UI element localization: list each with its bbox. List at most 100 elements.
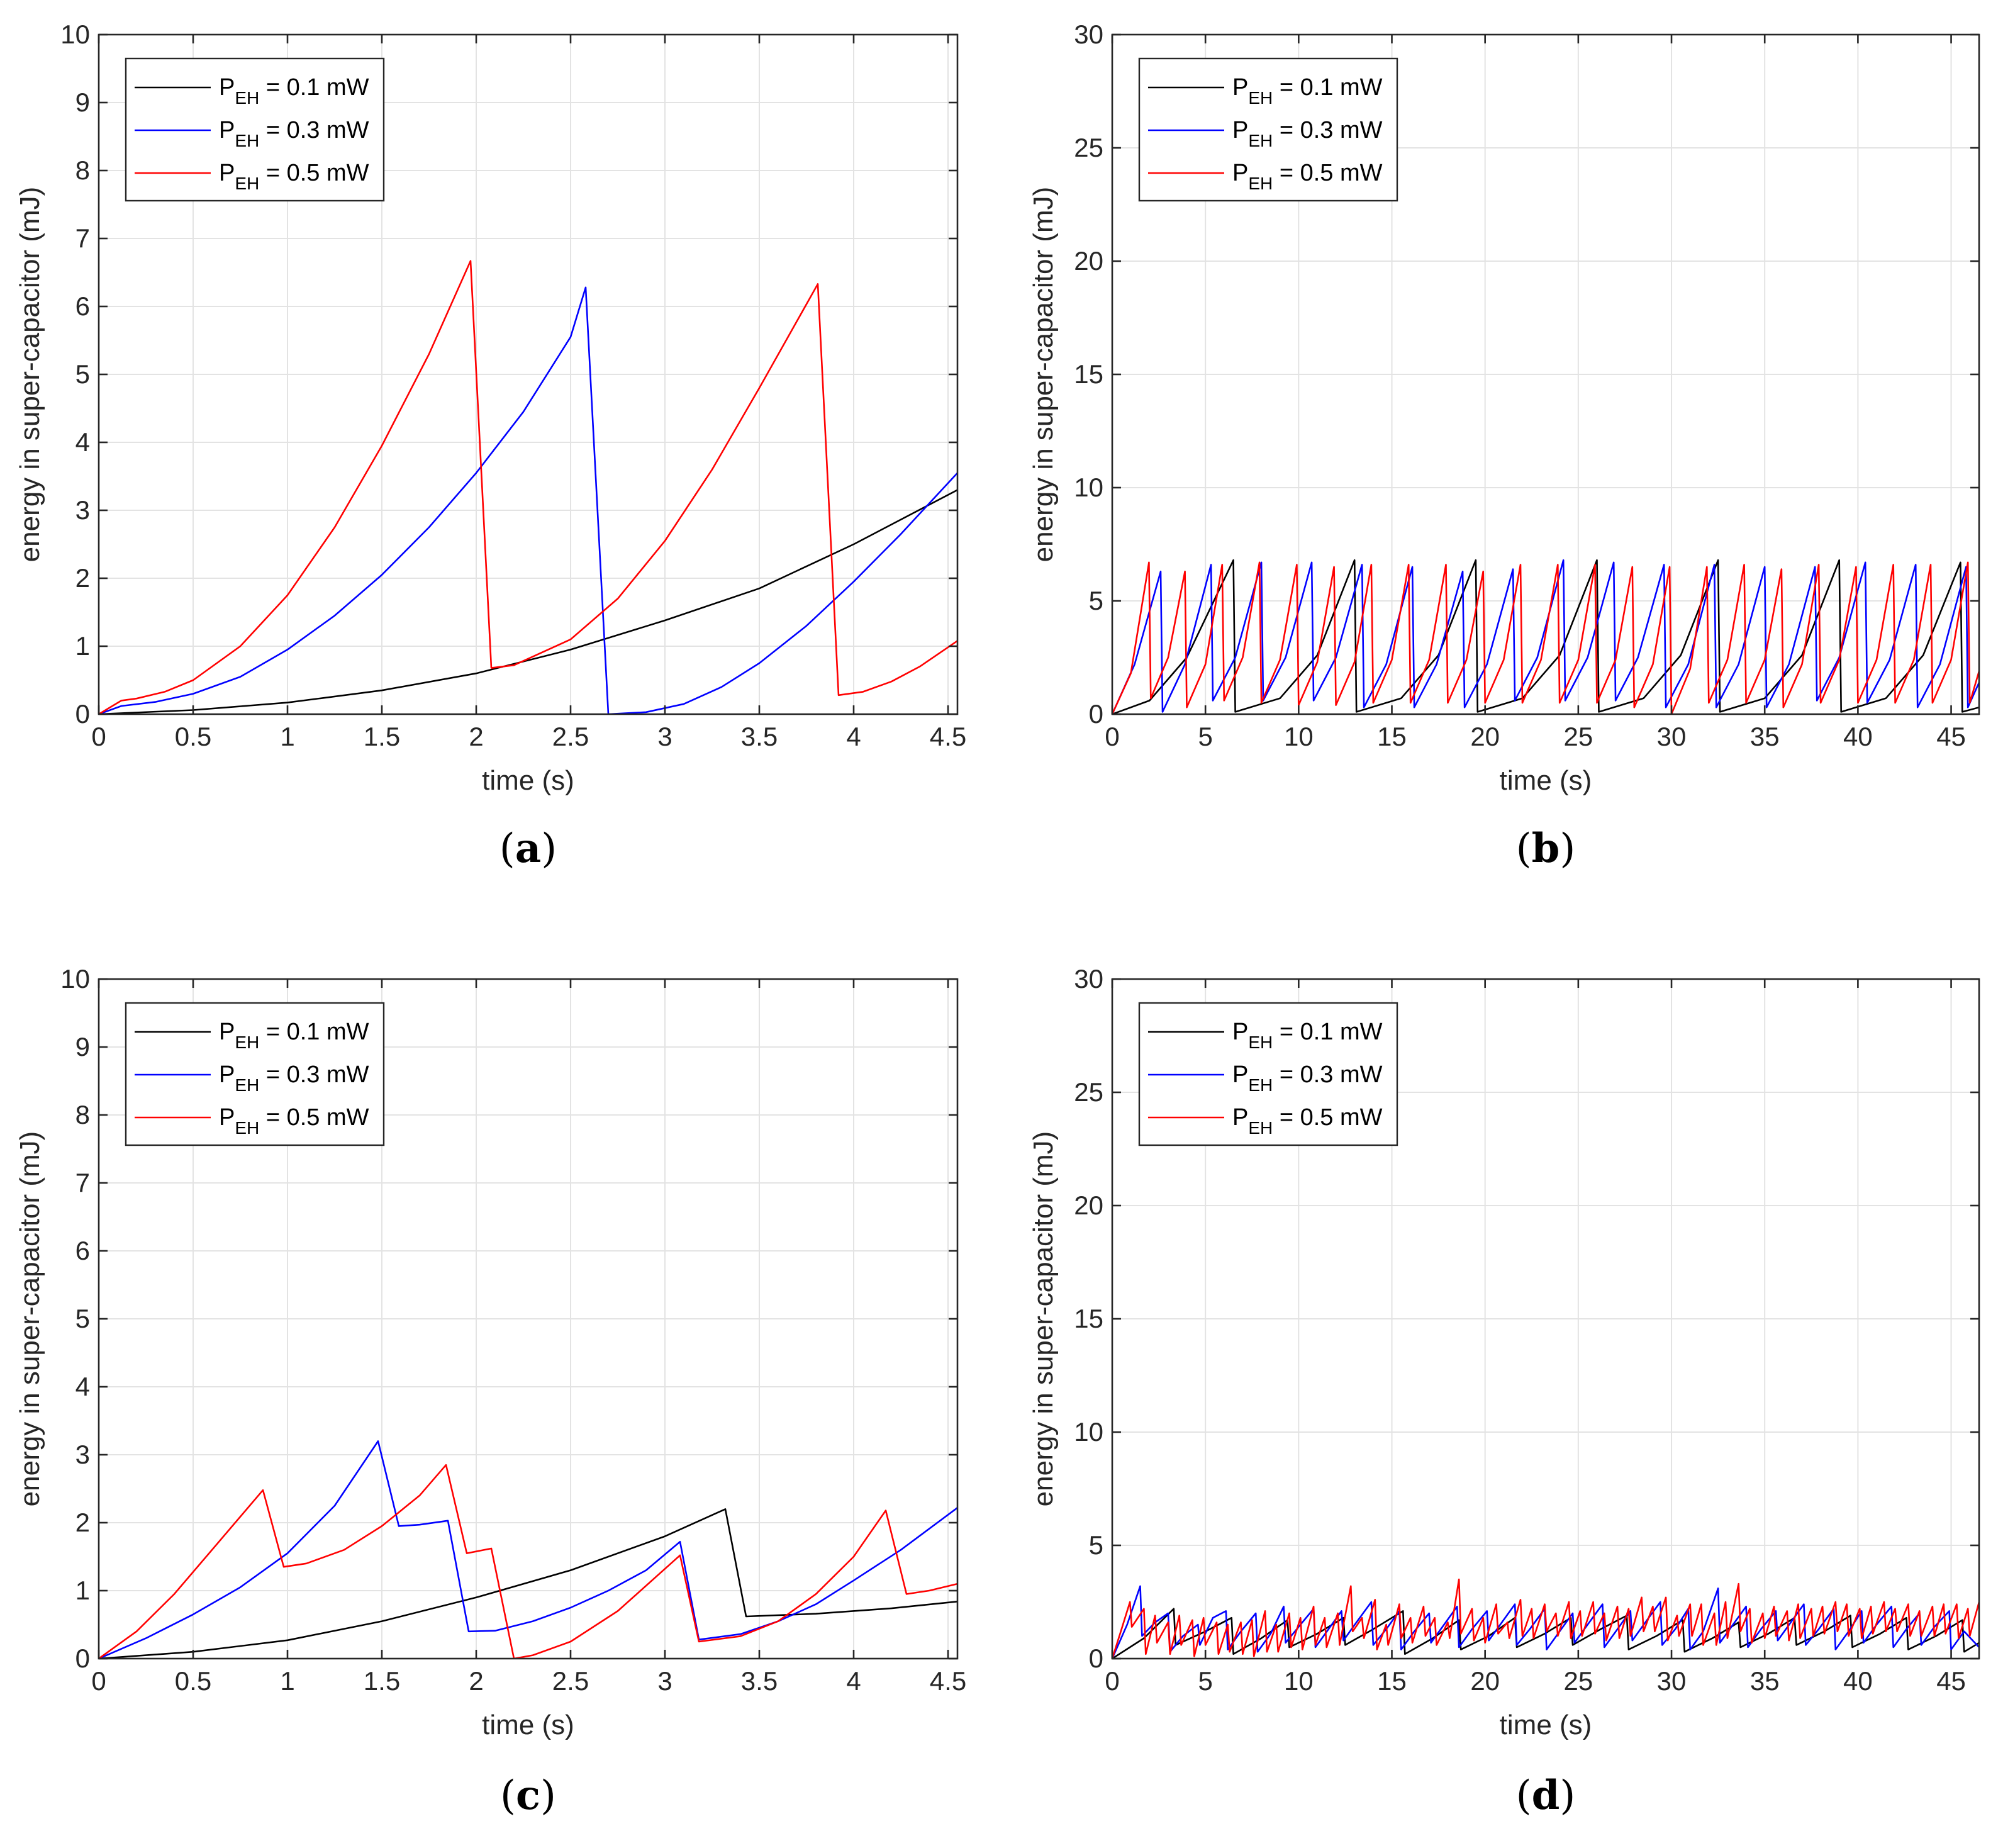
x-tick-label: 2 (469, 722, 483, 751)
x-axis-label: time (s) (482, 1710, 574, 1740)
panel-b: 0 5 10 15 20 25 30 35 40 45 0 5 10 15 20 25 30 time (s) en… (1028, 20, 1980, 872)
x-tick-label: 40 (1843, 722, 1873, 751)
legend-label-main: P (219, 117, 235, 143)
y-tick-label: 0 (75, 1644, 90, 1673)
legend-label-rest: = 0.3 mW (1273, 1061, 1382, 1088)
series-group (1112, 559, 1979, 714)
x-tick-label: 45 (1936, 1666, 1966, 1696)
series-line-2 (1112, 559, 1979, 714)
series-line-2 (99, 1440, 957, 1659)
legend-label-1: PEH = 0.1 mW (1232, 1019, 1383, 1052)
x-axis-label: time (s) (1500, 1710, 1592, 1740)
panel-caption: (d) (1516, 1772, 1576, 1819)
y-tick-label: 30 (1074, 964, 1103, 994)
x-tick-label: 3 (657, 722, 672, 751)
series-line-1 (99, 1508, 957, 1659)
x-tick-label: 2.5 (552, 1666, 589, 1696)
x-tick-label: 35 (1750, 722, 1780, 751)
x-tick-label: 0.5 (175, 1666, 211, 1696)
y-axis-label: energy in super-capacitor (mJ) (1028, 1131, 1059, 1507)
legend-label-main: P (1232, 160, 1248, 186)
y-tick-label: 0 (75, 699, 90, 729)
x-tick-label: 4 (846, 722, 861, 751)
caption-letter: b (1532, 825, 1560, 872)
y-axis-label: energy in super-capacitor (mJ) (14, 187, 45, 563)
y-tick-label: 5 (75, 359, 90, 389)
series-line-2 (99, 286, 957, 714)
y-tick-label: 8 (75, 155, 90, 185)
panel-caption: (b) (1516, 825, 1576, 872)
series-line-1 (1112, 559, 1979, 714)
legend-label-2: PEH = 0.3 mW (219, 117, 369, 150)
x-tick-label: 0 (91, 722, 106, 751)
legend-label-subscript: EH (1248, 1033, 1273, 1052)
caption-open-paren: ( (499, 826, 515, 872)
y-axis-label: energy in super-capacitor (mJ) (14, 1131, 45, 1507)
series-group (99, 260, 957, 714)
legend-label-main: P (219, 1019, 235, 1045)
x-tick-label: 25 (1564, 1666, 1593, 1696)
y-tick-label: 30 (1074, 20, 1103, 49)
legend-label-subscript: EH (235, 1118, 259, 1138)
panel-d: 0 5 10 15 20 25 30 35 40 45 0 5 10 15 20 25 30 time (s) en… (1028, 964, 1980, 1819)
y-tick-label: 20 (1074, 246, 1103, 276)
legend-label-rest: = 0.1 mW (259, 74, 369, 101)
y-tick-label: 7 (75, 223, 90, 253)
x-tick-label: 35 (1750, 1666, 1780, 1696)
x-tick-label: 10 (1284, 1666, 1314, 1696)
legend-label-subscript: EH (235, 131, 259, 150)
y-tick-label: 6 (75, 291, 90, 321)
series-line-3 (1112, 561, 1979, 714)
legend-label-main: P (1232, 74, 1248, 101)
x-tick-label: 3.5 (741, 1666, 778, 1696)
x-tick-label: 4 (846, 1666, 861, 1696)
caption-close-paren: ) (1559, 1772, 1575, 1819)
y-tick-label: 20 (1074, 1190, 1103, 1220)
series-line-3 (1112, 1578, 1979, 1659)
y-tick-label: 15 (1074, 359, 1103, 389)
legend-label-subscript: EH (1248, 131, 1273, 150)
series-line-3 (99, 1464, 957, 1659)
legend-label-subscript: EH (1248, 1075, 1273, 1095)
legend-label-main: P (219, 1104, 235, 1131)
legend-label-subscript: EH (235, 1033, 259, 1052)
legend-label-rest: = 0.1 mW (1273, 1019, 1382, 1045)
legend-label-subscript: EH (1248, 88, 1273, 108)
y-tick-label: 7 (75, 1168, 90, 1197)
x-tick-label: 40 (1843, 1666, 1873, 1696)
y-tick-label: 4 (75, 427, 90, 457)
legend-label-subscript: EH (235, 1075, 259, 1095)
y-tick-label: 6 (75, 1236, 90, 1265)
x-tick-label: 25 (1564, 722, 1593, 751)
panel-caption: (a) (499, 825, 557, 872)
x-tick-label: 3 (657, 1666, 672, 1696)
legend-label-main: P (1232, 117, 1248, 143)
x-tick-label: 1 (280, 1666, 294, 1696)
y-tick-label: 2 (75, 1508, 90, 1537)
caption-letter: d (1532, 1772, 1560, 1819)
legend-label-subscript: EH (1248, 1118, 1273, 1138)
x-tick-label: 20 (1470, 1666, 1500, 1696)
legend-label-main: P (219, 74, 235, 101)
legend-label-3: PEH = 0.5 mW (1232, 160, 1383, 193)
x-tick-label: 0.5 (175, 722, 211, 751)
y-tick-label: 5 (75, 1304, 90, 1333)
x-tick-label: 0 (91, 1666, 106, 1696)
x-tick-label: 4.5 (930, 722, 966, 751)
x-tick-label: 3.5 (741, 722, 778, 751)
y-tick-label: 9 (75, 1032, 90, 1061)
x-tick-label: 1 (280, 722, 294, 751)
legend-label-subscript: EH (235, 174, 259, 193)
y-tick-label: 3 (75, 1440, 90, 1469)
caption-open-paren: ( (1516, 1772, 1532, 1819)
legend-label-1: PEH = 0.1 mW (219, 74, 369, 108)
y-tick-label: 10 (60, 20, 90, 49)
y-tick-label: 5 (1089, 1530, 1103, 1560)
x-tick-label: 15 (1377, 1666, 1407, 1696)
y-tick-label: 4 (75, 1372, 90, 1401)
